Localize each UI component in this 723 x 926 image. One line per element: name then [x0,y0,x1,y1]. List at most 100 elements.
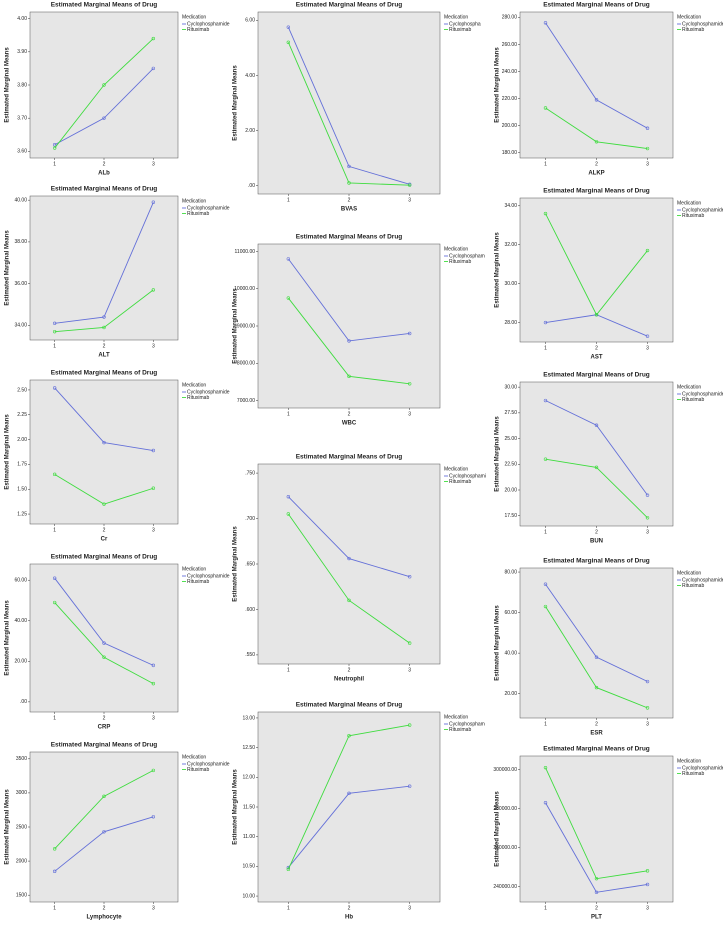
data-point [407,183,412,187]
data-point [594,140,599,144]
y-axis-label: Estimated Marginal Means [495,791,501,867]
legend-title: Medication [677,570,701,576]
x-tick-label: 3 [152,527,155,533]
legend-title: Medication [182,14,206,20]
series-line [545,22,648,129]
x-tick-label: 2 [103,161,106,167]
x-tick-label: 3 [646,529,649,535]
plot-area [257,463,441,665]
chart: Estimated Marginal Means of Drug Neutroph… [233,454,486,683]
y-axis-label: Estimated Marginal Means [233,769,239,845]
series-line [54,602,154,685]
chart-title: Estimated Marginal Means of Drug [51,2,158,9]
x-tick-label: 3 [408,197,411,203]
x-tick-label: 1 [53,905,56,911]
y-tick-label: 20.00 [504,487,517,493]
y-tick-label: 32.00 [504,242,517,248]
series-line [287,785,410,868]
data-point [102,116,106,120]
data-point [286,25,291,29]
legend-title: Medication [677,200,701,206]
y-tick-label: 3000 [16,790,27,796]
y-tick-label: 13.00 [242,715,255,721]
series-line [545,458,648,519]
y-tick-label: 25.00 [504,436,517,442]
data-point [543,604,548,609]
legend-label: Cyclophosphamide [187,761,230,767]
y-axis-label: Estimated Marginal Means [5,414,11,490]
y-tick-label: 2000 [16,858,27,864]
data-point [286,867,291,872]
y-tick-label: 11.00 [243,834,255,840]
data-point [102,83,106,87]
data-point [594,655,599,659]
data-point [407,331,412,336]
plot-area [29,379,179,525]
x-tick-label: 1 [287,197,290,203]
data-point [286,512,291,516]
data-point [102,440,106,445]
y-tick-label: 30.00 [504,281,517,287]
legend-title: Medication [677,384,701,390]
legend-label: Cyclophosphamide [682,577,723,583]
y-tick-label: 1500 [16,893,27,899]
series-line [287,724,410,870]
chart-title: Estimated Marginal Means of Drug [296,234,403,241]
y-tick-label: 10.00 [242,893,255,899]
series-line [54,577,154,666]
chart: Estimated Marginal Means of Drug Hb Estima… [233,702,485,921]
legend-label: Cyclophosphamide [682,391,723,397]
x-tick-label: 3 [152,161,155,167]
legend-label: Rituximab [187,211,209,217]
legend-title: Medication [677,14,701,20]
y-axis-label: Estimated Marginal Means [233,65,239,141]
legend-title: Medication [444,246,468,252]
x-axis-label: CRP [98,725,111,731]
chart: Estimated Marginal Means of Drug ALT Estim… [5,186,230,359]
y-axis-label: Estimated Marginal Means [495,232,501,308]
data-point [407,723,412,727]
x-tick-label: 1 [544,905,547,911]
x-tick-label: 2 [103,905,106,911]
legend-label: Rituximab [187,395,209,401]
x-tick-label: 2 [595,905,598,911]
chart-title: Estimated Marginal Means of Drug [51,370,158,377]
x-tick-label: 3 [646,345,649,351]
legend-title: Medication [444,466,468,472]
x-tick-label: 2 [595,529,598,535]
y-tick-label: 40.00 [14,198,27,204]
data-point [151,768,156,773]
y-tick-label: 280000.00 [493,806,517,812]
legend-title: Medication [182,754,206,760]
data-point [52,600,57,605]
chart: Estimated Marginal Means of Drug Lymphocy… [5,742,230,921]
chart: Estimated Marginal Means of Drug ESR Estim… [495,558,723,737]
y-axis-label: Estimated Marginal Means [495,47,501,123]
legend-title: Medication [182,198,206,204]
chart: Estimated Marginal Means of Drug ALb Estim… [5,2,230,177]
x-tick-label: 1 [544,345,547,351]
legend-title: Medication [444,714,468,720]
data-point [407,382,412,386]
data-point [151,36,156,41]
data-point [151,681,156,686]
y-tick-label: 3.70 [17,116,27,122]
y-axis-label: Estimated Marginal Means [5,47,11,123]
y-tick-label: 280.00 [502,15,518,21]
legend-label: Rituximab [682,583,704,589]
legend-label: Rituximab [682,397,704,403]
data-point [645,516,650,520]
legend-label: Rituximab [449,259,471,265]
y-tick-label: .550 [245,652,255,658]
series-line [288,496,410,578]
x-axis-label: Cr [101,537,108,543]
y-tick-label: 80.00 [504,569,517,575]
x-tick-label: 3 [408,411,411,417]
data-point [52,329,57,334]
y-tick-label: 60.00 [504,610,517,616]
data-point [645,334,650,338]
legend-label: Rituximab [187,767,209,773]
series-line [54,816,154,872]
y-tick-label: .00 [20,699,27,705]
y-tick-label: 4.00 [245,73,255,79]
